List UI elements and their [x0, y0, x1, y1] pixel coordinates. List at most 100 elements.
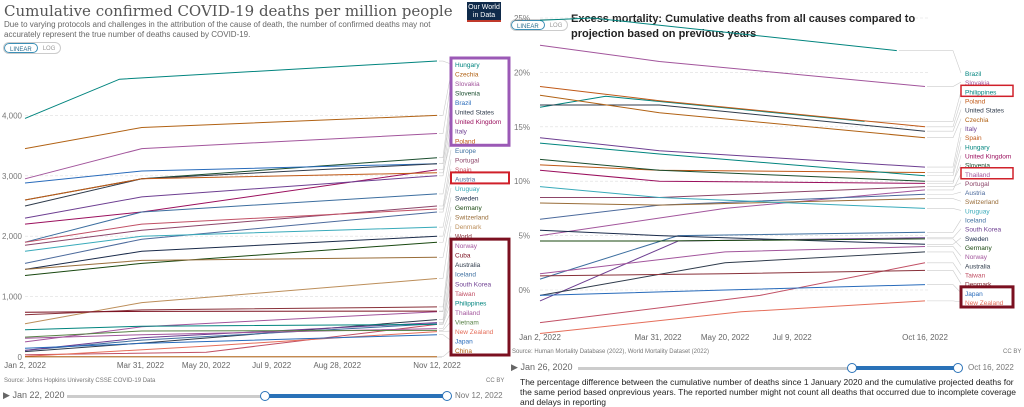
series-line-austria — [540, 194, 925, 219]
legend-label: Switzerland — [455, 215, 489, 222]
x-tick-label: Nov 12, 2022 — [413, 361, 461, 370]
legend-label: United States — [965, 108, 1005, 115]
series-line-slovakia — [540, 45, 925, 86]
legend-label: Slovakia — [965, 80, 990, 87]
legend-label: Portugal — [965, 181, 990, 188]
legend-connector — [927, 220, 961, 233]
right-chart-caption: The percentage difference between the cu… — [520, 377, 1020, 407]
legend-label: Italy — [455, 129, 468, 136]
left-end-handle[interactable] — [442, 391, 452, 401]
right-timeline-start: Jan 26, 2020 — [520, 362, 572, 372]
y-tick-label: 1,000 — [2, 293, 23, 302]
right-timeline-end: Oct 16, 2022 — [968, 363, 1014, 372]
series-line-cuba — [25, 311, 437, 312]
left-timeline-end: Nov 12, 2022 — [455, 391, 503, 400]
series-line-denmark — [25, 279, 437, 324]
legend-connector — [439, 350, 451, 357]
series-line-germany — [540, 239, 925, 241]
legend-label: South Korea — [965, 227, 1002, 234]
legend-label: Thailand — [965, 172, 990, 179]
legend-label: Denmark — [455, 224, 482, 231]
x-tick-label: Jan 2, 2022 — [519, 333, 561, 342]
legend-label: Iceland — [455, 272, 476, 279]
legend-label: Cuba — [455, 253, 471, 260]
legend-label: Czechia — [455, 72, 479, 79]
legend-label: Japan — [965, 291, 983, 298]
left-license[interactable]: CC BY — [486, 378, 504, 384]
legend-label: Switzerland — [965, 199, 999, 206]
series-line-slovenia — [540, 159, 925, 181]
legend-label: Brazil — [455, 100, 472, 107]
legend-label: Germany — [455, 205, 482, 212]
legend-connector — [927, 199, 961, 202]
legend-label: Hungary — [455, 62, 480, 69]
legend-label: Uruguay — [965, 208, 990, 215]
legend-label: Vietnam — [455, 319, 479, 326]
series-line-poland — [540, 87, 925, 127]
x-tick-label: Jul 9, 2022 — [773, 333, 813, 342]
legend-label: South Korea — [455, 281, 492, 288]
series-line-sweden — [540, 230, 925, 244]
legend-label: Thailand — [455, 310, 480, 317]
legend-label: Portugal — [455, 157, 480, 164]
legend-connector — [927, 208, 961, 210]
legend-label: Austria — [965, 190, 986, 197]
series-line-taiwan — [25, 324, 437, 354]
legend-label: Poland — [965, 98, 986, 105]
legend-connector — [927, 246, 961, 256]
legend-label: Japan — [455, 338, 473, 345]
x-tick-label: Jan 2, 2022 — [4, 361, 46, 370]
legend-label: Australia — [455, 262, 481, 269]
legend-label: United Kingdom — [965, 153, 1011, 160]
y-tick-label: 15% — [514, 123, 530, 132]
legend-connector — [927, 252, 961, 265]
x-tick-label: Jul 9, 2022 — [252, 361, 292, 370]
x-tick-label: May 20, 2022 — [182, 361, 231, 370]
y-tick-label: 2,000 — [2, 232, 23, 241]
legend-connector — [927, 270, 961, 283]
legend-label: Norway — [455, 243, 478, 250]
legend-connector — [439, 312, 451, 329]
legend-connector — [439, 335, 451, 341]
series-line-czechia — [540, 95, 925, 138]
legend-label: United States — [455, 110, 495, 117]
legend-label: Germany — [965, 245, 992, 252]
left-timeline-slider[interactable] — [67, 395, 447, 398]
legend-connector — [927, 82, 961, 86]
right-start-handle[interactable] — [847, 363, 857, 373]
series-line-brazil — [540, 18, 897, 51]
legend-label: Austria — [455, 176, 476, 183]
x-tick-label: Oct 16, 2022 — [902, 333, 948, 342]
legend-label: Europe — [455, 148, 476, 155]
left-play-control[interactable]: ▶ Jan 22, 2020 — [3, 390, 64, 401]
right-license[interactable]: CC BY — [1003, 349, 1021, 355]
series-line-south-korea — [540, 238, 925, 301]
legend-label: Philippines — [965, 89, 997, 96]
legend-label: Australia — [965, 263, 991, 270]
legend-connector — [927, 285, 961, 293]
legend-label: Brazil — [965, 71, 982, 78]
legend-connector — [439, 331, 451, 332]
legend-connector — [899, 51, 961, 73]
legend-connector — [927, 239, 961, 247]
y-tick-label: 3,000 — [2, 172, 23, 181]
legend-label: New Zealand — [455, 329, 494, 336]
play-icon[interactable]: ▶ — [3, 390, 10, 400]
right-end-handle[interactable] — [953, 363, 963, 373]
legend-label: Italy — [965, 126, 978, 133]
legend-connector — [439, 255, 451, 311]
legend-label: Hungary — [965, 144, 990, 151]
play-icon[interactable]: ▶ — [511, 362, 518, 372]
legend-connector — [927, 174, 961, 190]
legend-connector — [439, 61, 451, 64]
left-start-handle[interactable] — [260, 391, 270, 401]
x-tick-label: Mar 31, 2022 — [634, 333, 682, 342]
right-timeline-slider[interactable] — [578, 367, 958, 370]
legend-label: United Kingdom — [455, 119, 501, 126]
legend-label: Philippines — [455, 300, 487, 307]
legend-connector — [927, 192, 961, 194]
right-play-control[interactable]: ▶ Jan 26, 2020 — [511, 362, 572, 373]
series-line-new-zealand — [540, 301, 925, 334]
y-tick-label: 5% — [518, 232, 530, 241]
